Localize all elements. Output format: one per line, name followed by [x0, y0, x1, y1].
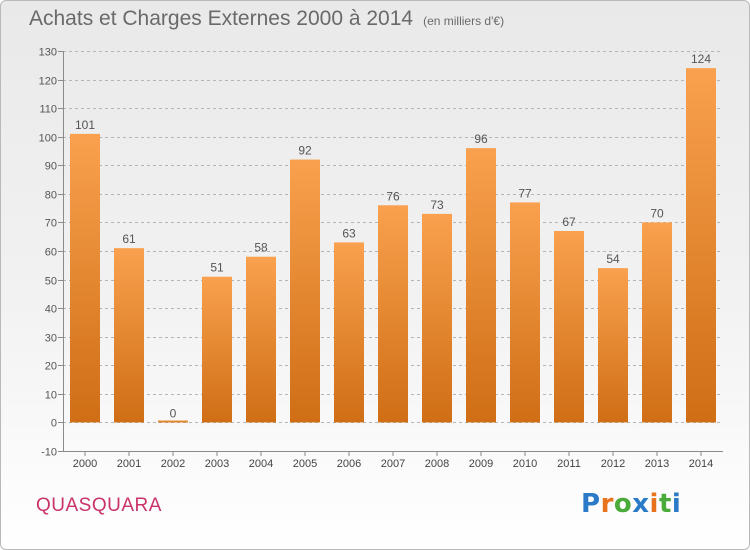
- x-tick-label: 2000: [73, 458, 97, 470]
- brand-letter: t: [658, 489, 672, 519]
- bar: [642, 222, 672, 423]
- bar: [598, 268, 628, 423]
- data-label: 76: [386, 189, 400, 203]
- y-tick-labels: -10 0 10 20 30 40 50 60 70 80 90 100 110 120 130: [39, 47, 57, 459]
- bar: [510, 202, 540, 423]
- x-tick-label: 2012: [601, 458, 625, 470]
- y-tick-label: 80: [45, 190, 57, 202]
- data-label: 73: [430, 198, 444, 212]
- brand-logo: Proxiti: [581, 489, 681, 519]
- x-tick-label: 2013: [645, 458, 669, 470]
- x-tick-label: 2003: [205, 458, 229, 470]
- bar: [290, 159, 320, 423]
- y-tick-label: 100: [39, 133, 57, 145]
- x-tick-label: 2008: [425, 458, 449, 470]
- x-tick-label: 2002: [161, 458, 185, 470]
- bar: [202, 276, 232, 423]
- y-tick-label: 120: [39, 76, 57, 88]
- x-tick-label: 2014: [689, 458, 713, 470]
- data-label: 124: [691, 52, 711, 66]
- bar: [158, 420, 188, 423]
- bar: [70, 133, 100, 423]
- y-tick-label: 90: [45, 161, 57, 173]
- y-tick-label: 10: [45, 390, 57, 402]
- bar: [466, 148, 496, 423]
- x-tick-label: 2007: [381, 458, 405, 470]
- brand-letter: x: [632, 489, 650, 519]
- data-label: 58: [254, 241, 268, 255]
- y-tick-label: 40: [45, 304, 57, 316]
- y-tick-label: 30: [45, 333, 57, 345]
- y-tick-label: 130: [39, 47, 57, 59]
- data-label: 77: [518, 186, 532, 200]
- brand-letter: r: [600, 489, 614, 519]
- data-label: 67: [562, 215, 576, 229]
- bar: [554, 231, 584, 423]
- data-label: 92: [298, 144, 312, 158]
- x-tick-label: 2011: [557, 458, 581, 470]
- y-tick-label: 60: [45, 247, 57, 259]
- bar: [334, 242, 364, 423]
- bar: [246, 256, 276, 423]
- brand-letter: o: [613, 489, 633, 519]
- commune-name: QUASQUARA: [36, 495, 162, 516]
- y-tick-label: 70: [45, 218, 57, 230]
- data-label: 70: [650, 206, 664, 220]
- x-tick-labels: 2000 2001 2002 2003 2004 2005 2006 2007 2008 2009…: [73, 458, 713, 470]
- data-label: 63: [342, 226, 356, 240]
- data-label: 54: [606, 252, 620, 266]
- data-label: 0: [170, 406, 177, 420]
- axes: [58, 51, 723, 456]
- data-label: 51: [210, 261, 224, 275]
- bars: [70, 68, 716, 423]
- data-label: 101: [75, 118, 95, 132]
- bar: [422, 213, 452, 423]
- x-tick-label: 2006: [337, 458, 361, 470]
- chart-title: Achats et Charges Externes 2000 à 2014 (e…: [29, 7, 504, 31]
- data-label: 96: [474, 132, 488, 146]
- brand-letter: i: [671, 489, 682, 519]
- brand-letter: P: [581, 489, 601, 519]
- data-label: 61: [122, 232, 136, 246]
- data-labels: 101 61 0 51 58 92 63 76 73 96 77 67 54 70 124: [75, 52, 711, 420]
- unit-text: (en milliers d'€): [423, 14, 505, 28]
- x-tick-label: 2001: [117, 458, 141, 470]
- bar: [114, 248, 144, 423]
- bar: [378, 205, 408, 423]
- x-tick-label: 2005: [293, 458, 317, 470]
- y-tick-label: 20: [45, 361, 57, 373]
- y-tick-label: 0: [51, 418, 57, 430]
- x-tick-label: 2009: [469, 458, 493, 470]
- y-tick-label: 50: [45, 276, 57, 288]
- y-tick-label: -10: [41, 447, 57, 459]
- bar: [686, 68, 716, 423]
- y-tick-label: 110: [39, 104, 57, 116]
- x-tick-label: 2004: [249, 458, 273, 470]
- title-text: Achats et Charges Externes 2000 à 2014: [29, 7, 414, 30]
- brand-letter: i: [649, 489, 659, 519]
- x-tick-label: 2010: [513, 458, 537, 470]
